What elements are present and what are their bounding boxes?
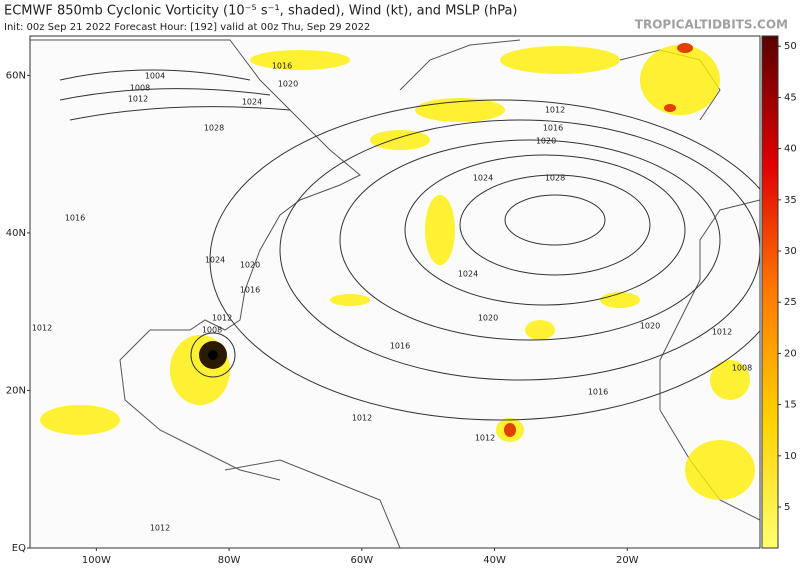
- south-america: [224, 459, 401, 548]
- isobar-label: 1008: [202, 326, 222, 335]
- colorbar-label: 25: [784, 297, 797, 308]
- isobar-label: 1012: [545, 106, 565, 115]
- isobar-label: 1016: [390, 342, 410, 351]
- isobar-labels: 1004 1008 1012 1016 1020 1024 1028 1024 1020 1016…: [32, 62, 752, 533]
- colorbar-label: 45: [784, 92, 797, 103]
- isobar-label: 1012: [32, 324, 52, 333]
- brand: TROPICALTIDBITS.COM: [635, 18, 788, 32]
- isobar-label: 1016: [272, 62, 292, 71]
- isobar-label: 1024: [473, 174, 493, 183]
- isobar-label: 1004: [145, 72, 165, 81]
- isobar-label: 1012: [128, 95, 148, 104]
- vorticity-maxima: [504, 43, 693, 437]
- isobar-label: 1028: [545, 174, 565, 183]
- lat-label: 40N: [6, 228, 26, 239]
- map: 1004 1008 1012 1016 1020 1024 1028 1024 1020 1016…: [30, 36, 760, 548]
- isobar-label: 1012: [212, 314, 232, 323]
- greenland: [399, 39, 521, 91]
- isobar-label: 1008: [732, 364, 752, 373]
- title: ECMWF 850mb Cyclonic Vorticity (10⁻⁵ s⁻¹…: [4, 4, 517, 19]
- isobar-label: 1008: [130, 84, 150, 93]
- isobar-label: 1020: [240, 261, 260, 270]
- north-america: [30, 39, 361, 481]
- isobar-label: 1024: [242, 98, 262, 107]
- colorbar-label: 10: [784, 451, 797, 462]
- isobar-label: 1024: [205, 256, 225, 265]
- isobar-label: 1012: [352, 414, 372, 423]
- isobars: [59, 69, 760, 421]
- isobar-label: 1020: [278, 80, 298, 89]
- colorbar-label: 15: [784, 400, 797, 411]
- isobar-label: 1012: [475, 434, 495, 443]
- hurricane: [190, 332, 236, 378]
- isobar-label: 1012: [712, 328, 732, 337]
- lat-label: 20N: [6, 385, 26, 396]
- axes: 60N 40N 20N EQ 100W 80W 60W 40W 20W 5 10 15 20 25 30 35…: [6, 41, 797, 566]
- isobar-label: 1020: [478, 314, 498, 323]
- colorbar-label: 30: [784, 246, 797, 257]
- lat-label: 60N: [6, 70, 26, 81]
- colorbar-label: 50: [784, 41, 797, 52]
- vorticity-shading: [40, 45, 755, 500]
- lon-label: 100W: [82, 555, 111, 566]
- colorbar-label: 5: [784, 502, 790, 513]
- isobar-label: 1028: [204, 124, 224, 133]
- subtitle: Init: 00z Sep 21 2022 Forecast Hour: [19…: [4, 22, 370, 33]
- colorbar-label: 35: [784, 195, 797, 206]
- isobar-label: 1020: [640, 322, 660, 331]
- isobar-label: 1016: [240, 286, 260, 295]
- isobar-label: 1020: [536, 137, 556, 146]
- lon-label: 40W: [483, 555, 506, 566]
- ocean: [30, 36, 760, 548]
- lat-label: EQ: [12, 543, 26, 554]
- isobar-label: 1012: [150, 524, 170, 533]
- lon-label: 60W: [351, 555, 374, 566]
- colorbar-label: 20: [784, 348, 797, 359]
- isobar-label: 1016: [65, 214, 85, 223]
- lon-label: 80W: [218, 555, 241, 566]
- isobar-label: 1016: [588, 388, 608, 397]
- colorbar: [761, 35, 779, 549]
- colorbar-label: 40: [784, 144, 797, 155]
- map-frame: [29, 35, 761, 549]
- isobar-label: 1024: [458, 270, 478, 279]
- lon-label: 20W: [616, 555, 639, 566]
- isobar-label: 1016: [543, 124, 563, 133]
